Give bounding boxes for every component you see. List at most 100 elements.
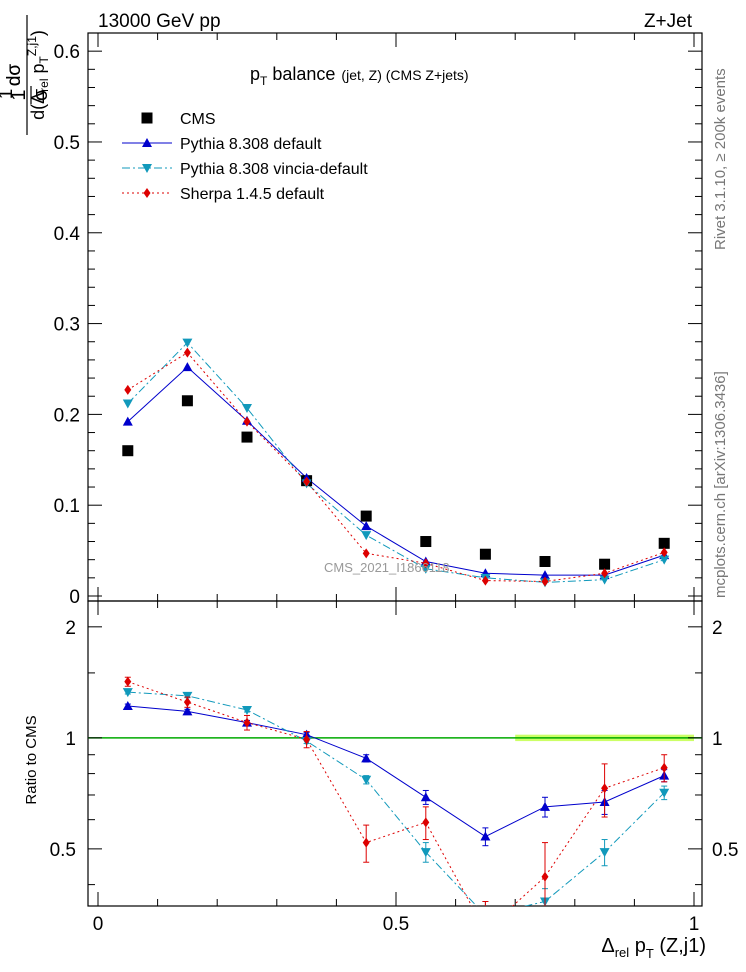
ratio-point-pythia_default xyxy=(540,801,550,811)
legend: CMS Pythia 8.308 default Pythia 8.308 vinc… xyxy=(122,111,368,203)
ratio-series-group xyxy=(122,676,670,936)
main-point-sherpa xyxy=(481,575,489,586)
energy-label: 13000 GeV pp xyxy=(98,11,221,32)
ratio-ytick-label-right: 0.5 xyxy=(712,840,738,861)
main-point-cms xyxy=(241,431,253,443)
legend-label-cms: CMS xyxy=(180,111,216,128)
ratio-ytick-label-right: 1 xyxy=(712,729,723,750)
main-point-sherpa xyxy=(601,568,609,579)
svg-text:σ: σ xyxy=(30,88,52,101)
main-point-cms xyxy=(181,395,193,407)
ratio-point-pythia_default xyxy=(182,706,193,716)
ratio-point-pythia_vincia xyxy=(122,688,133,698)
main-point-pythia_default xyxy=(182,362,193,372)
ratio-point-sherpa xyxy=(541,871,549,882)
main-point-pythia_default xyxy=(540,570,550,580)
svg-text:d(Δrel pTZ,j1): d(Δrel pTZ,j1) xyxy=(25,30,51,120)
title-main: p xyxy=(250,64,260,84)
main-line-pythia_vincia xyxy=(127,341,665,583)
main-point-pythia_vincia xyxy=(361,531,372,541)
legend-marker-pythia_default xyxy=(142,138,152,147)
ratio-point-sherpa xyxy=(303,734,311,745)
svg-text:dσ: dσ xyxy=(4,64,25,87)
main-point-sherpa xyxy=(183,347,191,358)
watermark: CMS_2021_I1866118 xyxy=(324,560,450,575)
side-label-bottom: mcplots.cern.ch [arXiv:1306.3436] xyxy=(712,371,729,598)
main-point-pythia_vincia xyxy=(122,399,133,409)
ratio-ylabel: Ratio to CMS xyxy=(23,715,40,804)
main-point-sherpa xyxy=(541,576,549,587)
main-point-cms xyxy=(539,555,551,567)
ratio-point-pythia_vincia xyxy=(420,848,431,858)
ratio-point-sherpa xyxy=(601,783,609,794)
ratio-point-pythia_default xyxy=(122,701,133,711)
process-label: Z+Jet xyxy=(644,11,693,32)
main-line-sherpa xyxy=(127,351,665,582)
main-point-pythia_default xyxy=(122,416,133,426)
main-point-cms xyxy=(599,558,611,570)
ratio-plot-frame xyxy=(87,600,703,907)
main-point-cms xyxy=(658,537,670,549)
legend-label-sherpa: Sherpa 1.4.5 default xyxy=(180,186,325,203)
ratio-point-sherpa xyxy=(183,697,191,708)
main-point-pythia_vincia xyxy=(242,404,252,414)
main-point-pythia_vincia xyxy=(420,564,431,574)
ratio-point-pythia_vincia xyxy=(599,848,610,858)
main-ylabel: 1 σ dσ xyxy=(4,64,52,104)
main-ylabel-fraction: dσ d(Δrel pTZ,j1) xyxy=(4,15,51,135)
main-point-sherpa xyxy=(660,547,668,558)
legend-marker-cms xyxy=(141,112,153,124)
main-point-pythia_default xyxy=(361,521,372,531)
main-point-sherpa xyxy=(243,416,251,427)
legend-marker-pythia_vincia xyxy=(142,164,152,173)
title-sub: (jet, Z) (CMS Z+jets) xyxy=(341,67,468,83)
main-ytick-label: 0.1 xyxy=(54,496,80,517)
ratio-point-pythia_vincia xyxy=(242,705,252,715)
ratio-point-sherpa xyxy=(243,717,251,728)
x-tick-label: 0 xyxy=(93,914,104,935)
ratio-point-sherpa xyxy=(422,817,430,828)
ratio-point-pythia_default xyxy=(420,792,431,802)
main-line-pythia_default xyxy=(127,366,665,576)
ratio-point-sherpa xyxy=(482,926,489,936)
legend-marker-sherpa xyxy=(143,188,151,198)
ratio-point-sherpa xyxy=(660,762,668,773)
main-point-cms xyxy=(360,510,372,522)
main-ytick-label: 0.3 xyxy=(54,315,80,336)
x-tick-label: 0.5 xyxy=(383,914,409,935)
ratio-point-sherpa xyxy=(124,676,132,687)
ratio-point-pythia_vincia xyxy=(659,788,670,798)
main-point-sherpa xyxy=(422,558,430,569)
ratio-ytick-label: 0.5 xyxy=(50,840,76,861)
ratio-point-pythia_vincia xyxy=(182,691,193,701)
main-point-cms xyxy=(122,445,134,457)
main-ytick-label: 0.5 xyxy=(54,133,80,154)
side-label-top: Rivet 3.1.10, ≥ 200k events xyxy=(712,68,729,250)
main-point-sherpa xyxy=(362,548,370,559)
ratio-ytick-label: 2 xyxy=(65,618,76,639)
main-point-cms xyxy=(420,536,432,548)
main-point-pythia_vincia xyxy=(599,575,610,585)
main-ytick-label: 0 xyxy=(69,587,80,608)
ratio-line-pythia_vincia xyxy=(127,691,665,906)
main-ytick-label: 0.2 xyxy=(54,405,80,426)
x-tick-label: 1 xyxy=(689,914,700,935)
ratio-point-pythia_default xyxy=(361,753,372,763)
ratio-point-pythia_vincia xyxy=(361,775,372,785)
legend-label-pythia_vincia: Pythia 8.308 vincia-default xyxy=(180,161,368,178)
ratio-ytick-label-right: 2 xyxy=(712,618,723,639)
svg-text:1: 1 xyxy=(8,89,30,100)
main-ytick-label: 0.6 xyxy=(54,42,80,63)
ratio-point-pythia_default xyxy=(480,831,491,841)
svg-text:dσ: dσ xyxy=(4,64,25,87)
svg-text:1: 1 xyxy=(0,89,17,100)
ratio-ytick-label: 1 xyxy=(65,729,76,750)
main-point-pythia_vincia xyxy=(659,555,670,565)
ratio-point-pythia_vincia xyxy=(480,911,490,920)
main-point-sherpa xyxy=(124,384,132,395)
main-point-cms xyxy=(479,548,491,560)
x-axis-label: Δrel pT (Z,j1) xyxy=(601,935,706,961)
legend-label-pythia_default: Pythia 8.308 default xyxy=(180,136,322,153)
ratio-line-pythia_default xyxy=(127,705,665,838)
